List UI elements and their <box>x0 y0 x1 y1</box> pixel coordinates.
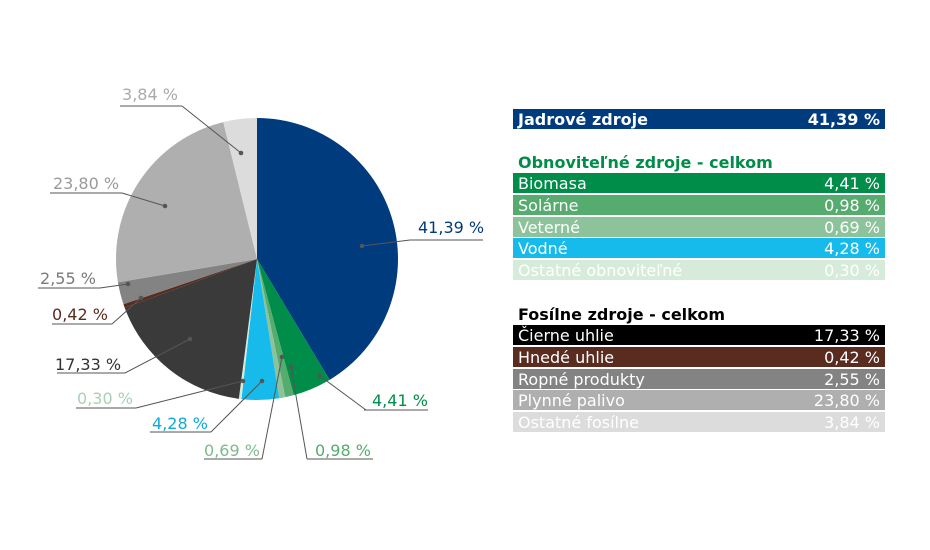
leader-line <box>135 380 244 409</box>
legend-row-label: Čierne uhlie <box>518 326 614 345</box>
legend-row-label: Plynné palivo <box>518 391 625 411</box>
leader-line <box>111 297 142 325</box>
legend-row-label: Vodné <box>518 239 568 259</box>
legend-row: Hnedé uhlie 0,42 % <box>513 346 885 367</box>
legend-row-value: 2,55 % <box>824 369 880 389</box>
legend-row-label: Ropné produkty <box>518 369 645 389</box>
legend-renewable-title: Obnoviteľné zdroje - celkom <box>518 153 773 172</box>
legend-row-value: 0,98 % <box>824 195 880 215</box>
leader-dot <box>359 243 365 249</box>
leader-dot <box>138 295 144 301</box>
legend-row-value: 0,42 % <box>824 347 880 367</box>
legend-row-value: 0,69 % <box>824 217 880 237</box>
leader-line <box>290 366 308 460</box>
data-label: 0,42 % <box>52 305 108 324</box>
data-label: 4,41 % <box>372 391 428 410</box>
legend-nuclear-group: Jadrové zdroje 41,39 % <box>513 109 885 131</box>
legend-row: Solárne 0,98 % <box>513 194 885 215</box>
pie-slice <box>257 259 294 398</box>
legend-row-value: 4,41 % <box>824 174 880 193</box>
leader-dot <box>187 336 193 342</box>
legend-fossil-group: Fosílne zdroje - celkom Čierne uhlie 17,3… <box>513 305 885 434</box>
data-label: 17,33 % <box>55 355 121 374</box>
legend-row: Ropné produkty 2,55 % <box>513 368 885 389</box>
leader-dot <box>317 373 323 379</box>
legend-row-label: Biomasa <box>518 174 587 193</box>
legend-row: Veterné 0,69 % <box>513 216 885 237</box>
leader-line <box>210 380 263 433</box>
legend-row-value: 0,30 % <box>824 261 880 281</box>
legend-row-label: Ostatné fosílne <box>518 413 639 433</box>
legend-row-value: 17,33 % <box>813 326 880 345</box>
legend-row-value: 3,84 % <box>824 413 880 433</box>
legend-row-label: Solárne <box>518 195 579 215</box>
legend-row-label: Jadrové zdroje <box>518 110 648 129</box>
leader-dot <box>240 378 246 384</box>
pie-slice <box>117 259 257 305</box>
legend-row: Ostatné obnoviteľné 0,30 % <box>513 260 885 281</box>
legend-row: Jadrové zdroje 41,39 % <box>513 109 885 129</box>
pie-slice <box>124 259 258 399</box>
leader-dot <box>279 354 285 360</box>
leader-dot <box>288 364 294 370</box>
pie-chart: 41,39 % 4,41 % 0,98 % 0,69 % 4,28 % 0,30 % 17,… <box>38 85 484 460</box>
legend-row: Vodné 4,28 % <box>513 238 885 259</box>
pie-slice <box>115 122 257 283</box>
pie-slice <box>241 259 280 400</box>
legend-row: Biomasa 4,41 % <box>513 173 885 193</box>
data-label: 0,30 % <box>77 389 133 408</box>
leader-dot <box>125 281 131 287</box>
leader-line <box>181 105 242 154</box>
legend-row-label: Hnedé uhlie <box>518 347 615 367</box>
leader-dot <box>162 203 168 209</box>
legend-row: Čierne uhlie 17,33 % <box>513 325 885 345</box>
leader-line <box>319 375 367 411</box>
data-label: 2,55 % <box>40 269 96 288</box>
legend-row-value: 23,80 % <box>813 391 880 411</box>
pie-slice <box>238 259 257 400</box>
leader-line <box>121 192 166 207</box>
data-label: 0,69 % <box>204 441 260 460</box>
leader-line <box>361 239 411 247</box>
data-label: 41,39 % <box>418 218 484 237</box>
legend-fossil-title: Fosílne zdroje - celkom <box>518 305 726 324</box>
pie-slice <box>257 259 330 396</box>
data-label: 3,84 % <box>122 85 178 104</box>
legend-row: Plynné palivo 23,80 % <box>513 390 885 411</box>
leader-dot <box>238 150 244 156</box>
legend-row-value: 4,28 % <box>824 239 880 259</box>
pie-slice <box>257 259 286 399</box>
data-label: 4,28 % <box>152 414 208 433</box>
legend-renewable-group: Obnoviteľné zdroje - celkom Biomasa 4,41 … <box>513 153 885 282</box>
leader-line <box>261 356 283 460</box>
pie-slice <box>123 259 257 308</box>
pie-slice <box>223 118 257 259</box>
leader-line <box>99 283 129 289</box>
legend-row-label: Veterné <box>518 217 580 237</box>
legend-row-label: Ostatné obnoviteľné <box>518 261 683 281</box>
legend-row-value: 41,39 % <box>807 110 880 129</box>
data-label: 23,80 % <box>53 174 119 193</box>
leader-line <box>124 338 191 374</box>
data-label: 0,98 % <box>315 441 371 460</box>
legend-row: Ostatné fosílne 3,84 % <box>513 412 885 433</box>
leader-dot <box>259 378 265 384</box>
pie-slice <box>257 118 398 380</box>
